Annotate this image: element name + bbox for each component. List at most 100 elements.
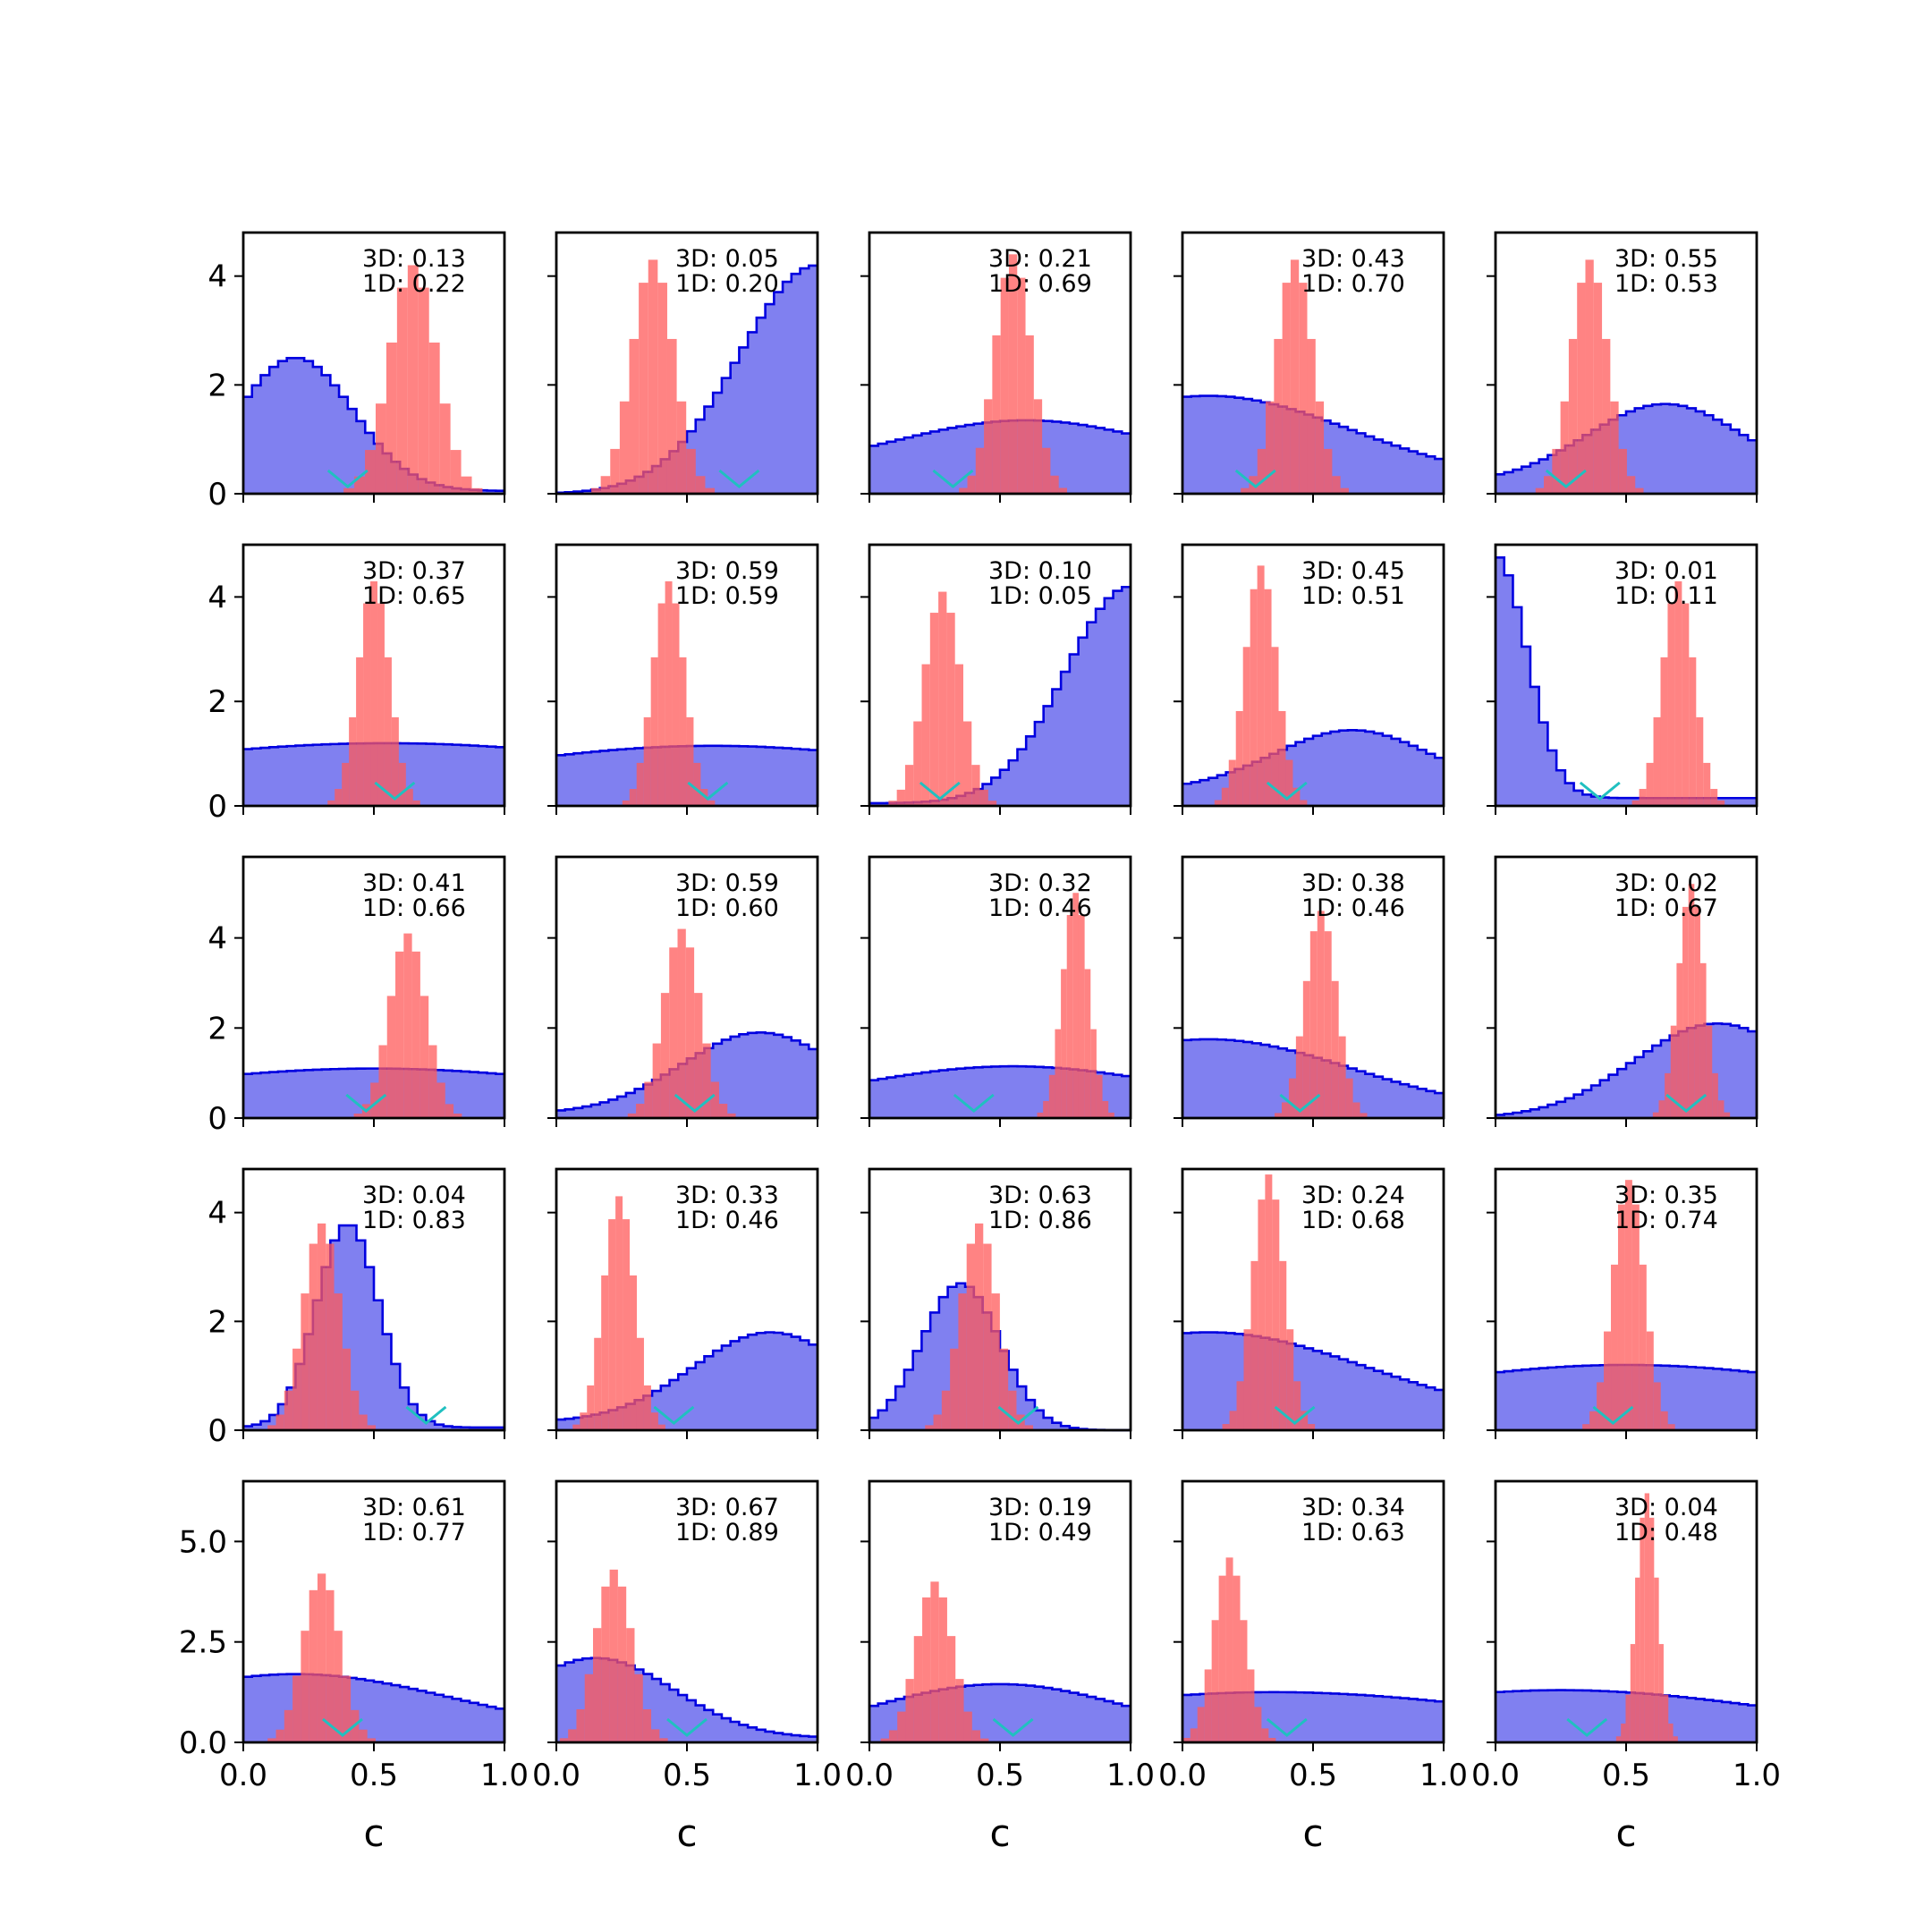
red-histogram-bar xyxy=(627,1113,637,1118)
x-tick-label: 0.5 xyxy=(1602,1758,1650,1793)
blue-histogram-line xyxy=(243,1067,504,1076)
red-histogram-bar xyxy=(1261,1728,1269,1742)
red-histogram-bar xyxy=(1048,1074,1055,1118)
red-histogram-bar xyxy=(1268,1737,1276,1742)
red-histogram-bar xyxy=(1037,1112,1044,1118)
red-histogram-bar xyxy=(626,1628,635,1742)
red-histogram-bar xyxy=(929,613,939,806)
annotation-1d: 1D: 0.68 xyxy=(1301,1207,1405,1234)
red-histogram-bar xyxy=(1653,716,1661,806)
red-histogram-bar xyxy=(1324,448,1333,494)
red-histogram-bar xyxy=(672,603,680,806)
red-histogram-bar xyxy=(913,1636,923,1742)
y-tick-label: 4 xyxy=(208,580,227,615)
red-histogram-bar xyxy=(958,1293,967,1430)
red-histogram-bar xyxy=(1630,1644,1636,1742)
red-histogram-bar xyxy=(659,1738,668,1742)
red-histogram-bar xyxy=(594,1337,602,1430)
annotation-3d: 3D: 0.41 xyxy=(362,869,466,897)
red-histogram-bar xyxy=(946,1636,956,1742)
red-histogram-bar xyxy=(356,657,364,806)
red-histogram-bar xyxy=(1250,1260,1258,1430)
x-axis-label: c xyxy=(363,1811,384,1855)
red-histogram-bar xyxy=(1654,1577,1659,1742)
y-tick-label: 4 xyxy=(208,921,227,957)
blue-histogram-line xyxy=(1496,1689,1757,1707)
red-histogram-bar xyxy=(1544,476,1553,494)
red-histogram-bar xyxy=(1582,1424,1590,1430)
red-histogram-bar xyxy=(568,1729,577,1742)
x-tick-label: 1.0 xyxy=(1733,1758,1781,1793)
red-histogram-bar xyxy=(710,1081,719,1118)
red-histogram-bar xyxy=(930,1581,939,1742)
red-histogram-bar xyxy=(999,1348,1009,1430)
red-histogram-bar xyxy=(1228,759,1236,806)
annotation-1d: 1D: 0.86 xyxy=(988,1207,1092,1234)
red-histogram-bar xyxy=(436,1082,445,1118)
red-histogram-bar xyxy=(1640,1517,1645,1742)
y-tick-label: 2 xyxy=(208,1011,227,1046)
red-histogram-bar xyxy=(335,789,343,806)
red-histogram-bar xyxy=(980,1738,989,1742)
y-tick-label: 4 xyxy=(208,259,227,295)
red-histogram-bar xyxy=(644,1081,653,1118)
red-histogram-bar xyxy=(1182,1737,1191,1742)
annotation-1d: 1D: 0.22 xyxy=(362,270,466,298)
red-histogram-bar xyxy=(378,1045,387,1118)
red-histogram-bar xyxy=(1625,1694,1631,1742)
red-histogram-bar xyxy=(367,1738,376,1742)
red-histogram-bar xyxy=(580,1412,588,1430)
y-tick-label: 2 xyxy=(208,684,227,720)
red-histogram-bar xyxy=(1302,980,1310,1118)
red-histogram-bar xyxy=(309,1243,318,1430)
annotation-3d: 3D: 0.61 xyxy=(362,1494,466,1521)
red-histogram-bar xyxy=(1724,1112,1731,1118)
red-histogram-bar xyxy=(1292,787,1301,806)
red-histogram-bar xyxy=(1696,716,1704,806)
red-histogram-bar xyxy=(601,1275,609,1430)
red-histogram-bar xyxy=(1266,401,1275,494)
red-histogram-bar xyxy=(1635,1577,1640,1742)
red-histogram-bar xyxy=(1300,800,1308,806)
red-histogram-bar xyxy=(1058,487,1067,494)
red-histogram-bar xyxy=(342,1348,352,1430)
red-histogram-bar xyxy=(1293,1381,1301,1430)
annotation-3d: 3D: 0.13 xyxy=(362,245,466,273)
annotation-3d: 3D: 0.37 xyxy=(362,557,466,585)
red-histogram-bar xyxy=(650,1412,658,1430)
red-histogram-bar xyxy=(1225,1557,1233,1742)
red-histogram-bar xyxy=(669,947,678,1118)
annotation-3d: 3D: 0.04 xyxy=(1614,1494,1718,1521)
red-histogram-bar xyxy=(1008,1390,1017,1430)
red-histogram-bar xyxy=(610,448,620,494)
marker-v xyxy=(992,1717,1034,1737)
red-histogram-bar xyxy=(676,401,687,494)
red-histogram-bar xyxy=(1308,1424,1316,1430)
x-tick-label: 0.0 xyxy=(845,1758,894,1793)
red-histogram-bar xyxy=(609,1569,618,1742)
red-histogram-bar xyxy=(600,476,611,494)
marker-v xyxy=(653,1405,695,1425)
y-tick-label: 5.0 xyxy=(179,1524,227,1560)
annotation-1d: 1D: 0.05 xyxy=(988,582,1092,610)
red-histogram-bar xyxy=(1272,1199,1280,1430)
marker-v xyxy=(345,1093,387,1113)
red-histogram-bar xyxy=(686,448,696,494)
red-histogram-bar xyxy=(1552,448,1561,494)
red-histogram-bar xyxy=(418,287,429,494)
red-histogram-bar xyxy=(1265,1174,1273,1430)
red-histogram-bar xyxy=(702,1043,711,1118)
red-histogram-bar xyxy=(1301,1411,1309,1430)
red-histogram-bar xyxy=(267,1425,276,1430)
y-tick-label: 2 xyxy=(208,1304,227,1340)
red-histogram-bar xyxy=(643,1385,651,1430)
red-histogram-bar xyxy=(267,1738,276,1742)
red-histogram-bar xyxy=(1340,487,1349,494)
red-histogram-bar xyxy=(359,1414,368,1430)
red-histogram-bar xyxy=(327,800,335,806)
annotation-3d: 3D: 0.59 xyxy=(675,557,779,585)
red-histogram-bar xyxy=(1324,931,1332,1118)
marker-v xyxy=(1545,469,1587,488)
annotation-1d: 1D: 0.46 xyxy=(675,1207,779,1234)
